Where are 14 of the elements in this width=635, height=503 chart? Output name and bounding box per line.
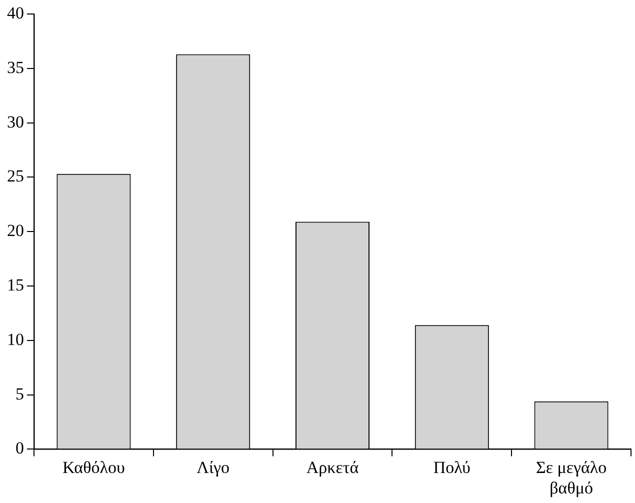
y-tick-label: 40 <box>7 3 24 22</box>
x-tick-label: Πολύ <box>433 458 470 477</box>
y-tick-label: 5 <box>16 384 24 404</box>
y-tick-label: 10 <box>7 330 24 349</box>
x-tick-label: Καθόλου <box>62 458 125 477</box>
y-tick-label: 35 <box>7 58 24 77</box>
y-tick-label: 25 <box>7 166 24 186</box>
x-tick-label: Λίγο <box>196 458 230 477</box>
y-tick-label: 0 <box>16 438 24 458</box>
y-tick-label: 20 <box>7 221 24 240</box>
y-tick-label: 15 <box>7 275 24 294</box>
y-tick-label: 30 <box>7 112 24 132</box>
x-tick-label: Αρκετά <box>306 458 359 477</box>
x-tick-label: Σε μεγάλο βαθμό <box>536 458 607 498</box>
